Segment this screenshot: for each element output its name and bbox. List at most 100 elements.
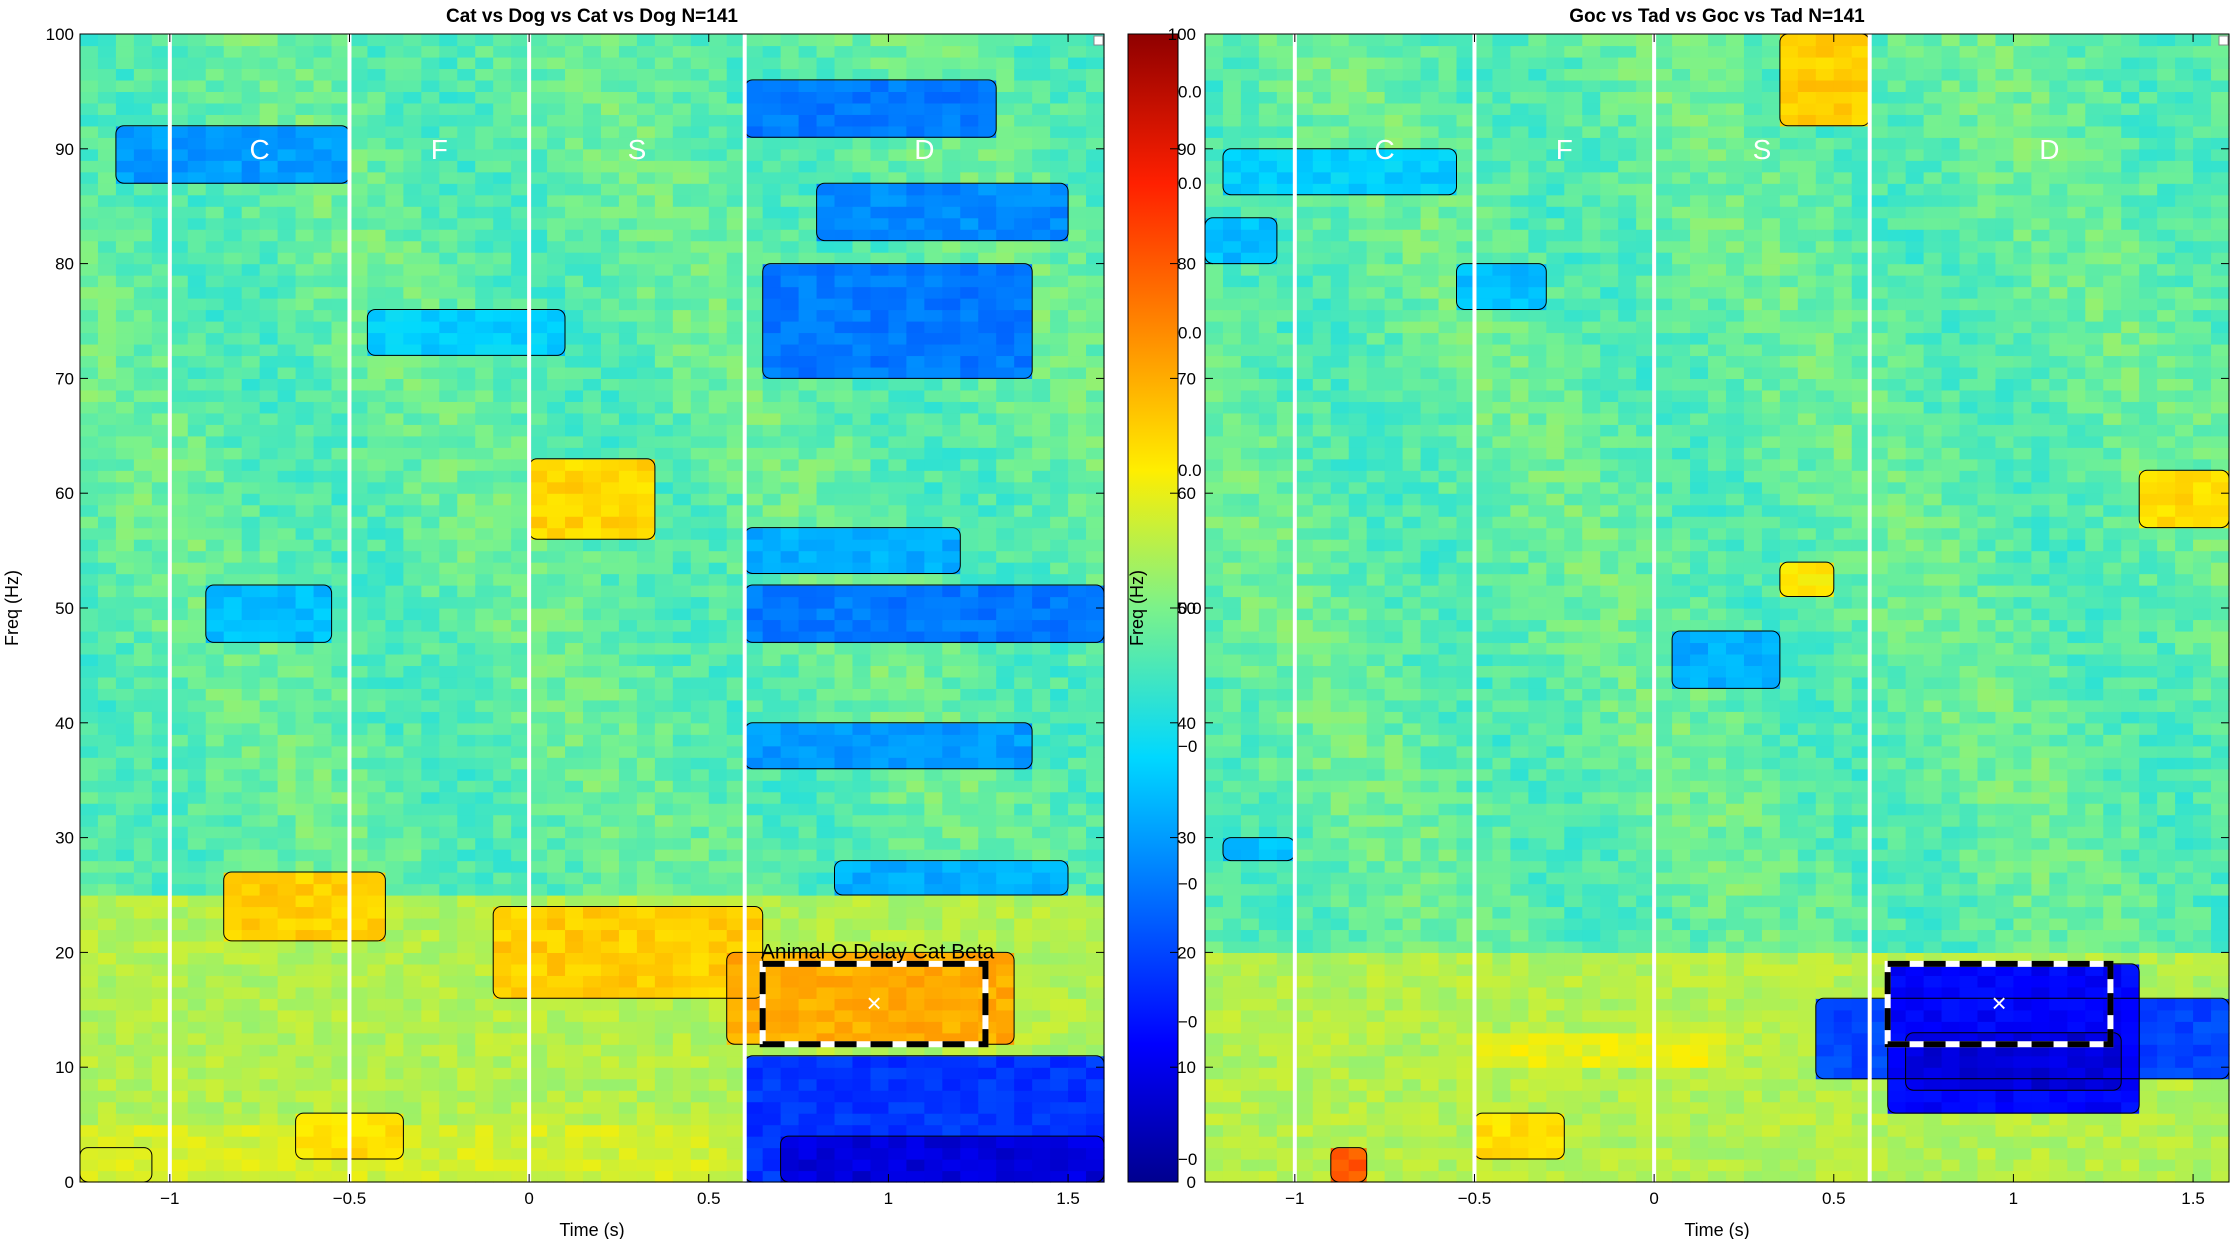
heatmap-cell — [529, 229, 548, 241]
heatmap-cell — [98, 241, 117, 253]
heatmap-cell — [260, 1113, 279, 1125]
heatmap-cell — [583, 631, 602, 643]
heatmap-cell — [655, 436, 674, 448]
heatmap-cell — [475, 1010, 494, 1022]
heatmap-cell — [655, 45, 674, 57]
heatmap-cell — [763, 861, 782, 873]
heatmap-cell — [727, 505, 746, 517]
heatmap-cell — [835, 574, 854, 586]
heatmap-cell — [242, 241, 261, 253]
heatmap-cell — [655, 769, 674, 781]
heatmap-cell — [278, 585, 297, 597]
heatmap-cell — [835, 321, 854, 333]
heatmap-cell — [673, 597, 692, 609]
heatmap-cell — [457, 642, 476, 654]
heatmap-cell — [80, 665, 99, 677]
heatmap-cell — [960, 298, 979, 310]
heatmap-cell — [637, 1021, 656, 1033]
heatmap-cell — [655, 80, 674, 92]
heatmap-cell — [835, 241, 854, 253]
heatmap-cell — [709, 355, 728, 367]
heatmap-cell — [942, 826, 961, 838]
heatmap-cell — [278, 424, 297, 436]
heatmap-cell — [296, 91, 315, 103]
heatmap-cell — [314, 597, 333, 609]
heatmap-cell — [421, 631, 440, 643]
heatmap-cell — [134, 539, 153, 551]
heatmap-cell — [835, 1079, 854, 1091]
heatmap-cell — [637, 608, 656, 620]
heatmap-cell — [655, 608, 674, 620]
heatmap-cell — [278, 815, 297, 827]
heatmap-cell — [511, 206, 530, 218]
heatmap-cell — [870, 838, 889, 850]
heatmap-cell — [98, 1079, 117, 1091]
heatmap-cell — [529, 884, 548, 896]
heatmap-cell — [727, 792, 746, 804]
heatmap-cell — [709, 206, 728, 218]
heatmap-cell — [457, 562, 476, 574]
heatmap-cell — [709, 688, 728, 700]
heatmap-cell — [835, 493, 854, 505]
heatmap-cell — [960, 80, 979, 92]
heatmap-cell — [134, 1125, 153, 1137]
heatmap-cell — [511, 838, 530, 850]
heatmap-cell — [763, 470, 782, 482]
heatmap-cell — [583, 941, 602, 953]
heatmap-cell — [224, 1148, 243, 1160]
heatmap-cell — [296, 906, 315, 918]
heatmap-cell — [655, 390, 674, 402]
heatmap-cell — [529, 1044, 548, 1056]
heatmap-cell — [906, 436, 925, 448]
heatmap-cell — [170, 34, 189, 46]
heatmap-cell — [924, 539, 943, 551]
heatmap-cell — [655, 562, 674, 574]
heatmap-cell — [511, 1033, 530, 1045]
heatmap-cell — [98, 206, 117, 218]
heatmap-cell — [547, 172, 566, 184]
heatmap-cell — [619, 1010, 638, 1022]
heatmap-cell — [278, 310, 297, 322]
heatmap-cell — [835, 459, 854, 471]
heatmap-cell — [475, 539, 494, 551]
heatmap-cell — [457, 183, 476, 195]
heatmap-cell — [314, 562, 333, 574]
heatmap-cell — [906, 711, 925, 723]
heatmap-cell — [727, 826, 746, 838]
heatmap-cell — [565, 505, 584, 517]
heatmap-cell — [242, 378, 261, 390]
heatmap-cell — [314, 1056, 333, 1068]
heatmap-cell — [655, 34, 674, 46]
heatmap-cell — [206, 608, 225, 620]
heatmap-cell — [960, 975, 979, 987]
heatmap-cell — [206, 252, 225, 264]
heatmap-cell — [619, 1102, 638, 1114]
heatmap-cell — [799, 619, 818, 631]
heatmap-cell — [278, 975, 297, 987]
heatmap-cell — [134, 861, 153, 873]
heatmap-cell — [421, 310, 440, 322]
heatmap-cell — [332, 45, 351, 57]
heatmap-cell — [655, 906, 674, 918]
heatmap-cell — [691, 642, 710, 654]
heatmap-cell — [206, 711, 225, 723]
heatmap-cell — [619, 585, 638, 597]
heatmap-cell — [619, 1148, 638, 1160]
heatmap-cell — [439, 906, 458, 918]
heatmap-cell — [296, 447, 315, 459]
heatmap-cell — [134, 838, 153, 850]
heatmap-cell — [906, 252, 925, 264]
heatmap-cell — [691, 195, 710, 207]
heatmap-cell — [888, 975, 907, 987]
heatmap-cell — [763, 45, 782, 57]
heatmap-cell — [349, 459, 368, 471]
heatmap-cell — [134, 792, 153, 804]
heatmap-cell — [888, 344, 907, 356]
heatmap-cell — [852, 711, 871, 723]
heatmap-cell — [529, 987, 548, 999]
heatmap-cell — [278, 241, 297, 253]
heatmap-cell — [817, 57, 836, 69]
heatmap-cell — [493, 275, 512, 287]
heatmap-cell — [547, 631, 566, 643]
heatmap-cell — [188, 137, 207, 149]
